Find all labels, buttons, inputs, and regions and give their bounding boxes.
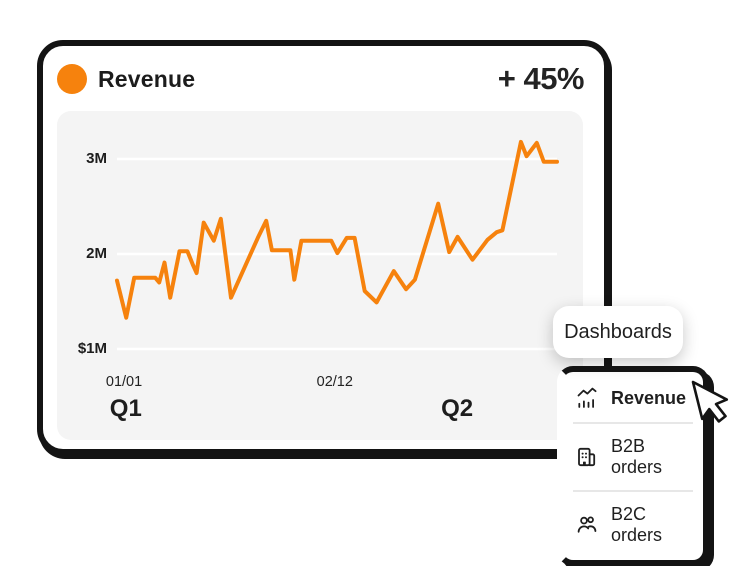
card-header: Revenue + 45% bbox=[57, 61, 585, 97]
dashboards-dropdown-trigger[interactable]: Dashboards bbox=[553, 306, 683, 358]
revenue-line-chart bbox=[115, 139, 559, 351]
y-axis-tick-label: 3M bbox=[86, 150, 107, 167]
chart-panel: 3M 2M $1M 01/01 02/12 Q1 Q2 bbox=[57, 111, 583, 440]
growth-delta: + 45% bbox=[497, 61, 585, 96]
x-axis-tick-label: 02/12 bbox=[316, 374, 353, 390]
quarter-label: Q1 bbox=[109, 395, 142, 422]
menu-divider bbox=[573, 422, 693, 424]
revenue-series-line bbox=[115, 139, 559, 320]
building-icon bbox=[575, 445, 599, 469]
menu-item-b2b-orders[interactable]: B2B orders bbox=[563, 424, 703, 490]
chart-trend-icon bbox=[575, 386, 599, 410]
menu-divider bbox=[573, 490, 693, 492]
people-icon bbox=[575, 513, 599, 537]
y-axis-tick-label: 2M bbox=[86, 245, 107, 262]
menu-item-revenue[interactable]: Revenue bbox=[563, 374, 703, 422]
dashboards-dropdown-menu: Revenue B2B orders B2C orders bbox=[557, 366, 709, 566]
quarter-label: Q2 bbox=[441, 395, 474, 422]
card-title: Revenue bbox=[98, 65, 196, 92]
y-axis-tick-label: $1M bbox=[77, 340, 107, 357]
revenue-legend-dot-icon bbox=[57, 64, 87, 94]
pointer-cursor-icon bbox=[691, 380, 729, 423]
menu-item-b2c-orders[interactable]: B2C orders bbox=[563, 492, 703, 558]
revenue-card: Revenue + 45% 3M 2M $1M 01/01 02/12 Q1 Q2 bbox=[37, 40, 610, 455]
x-axis-tick-label: 01/01 bbox=[105, 374, 143, 390]
